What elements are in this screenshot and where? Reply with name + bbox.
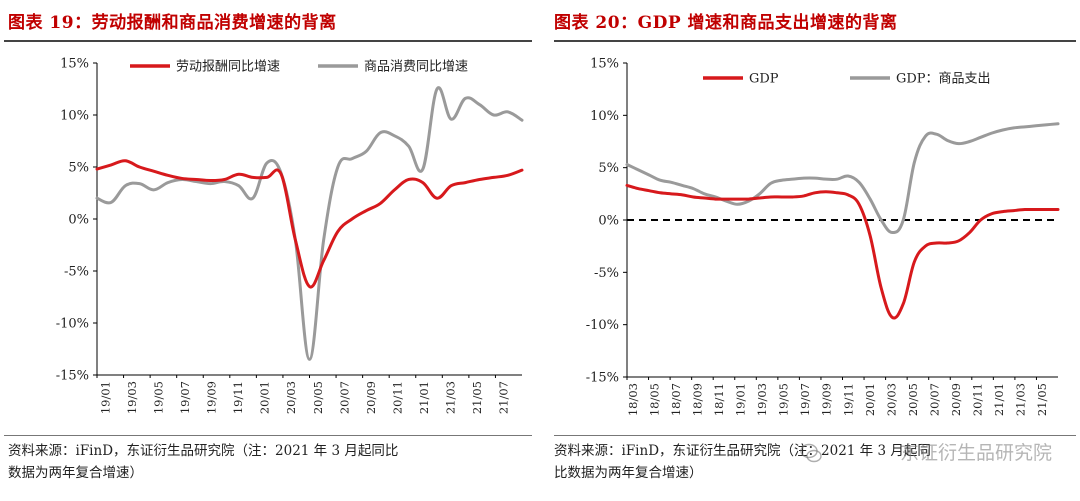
- source-note-line1: 资料来源：iFinD，东证衍生品研究院（注：2021 年 3 月起同: [554, 443, 931, 459]
- wechat-icon: [800, 443, 822, 463]
- y-tick-label: -5%: [594, 266, 619, 281]
- line-chart: 15% 10% 5% 0% -5% -10% -15% 19/01 19/03 19/05 19/0…: [56, 57, 524, 414]
- y-tick-label: -15%: [586, 371, 619, 386]
- x-tick-label: 19/11: [841, 383, 855, 416]
- legend-label: 商品消费同比增速: [364, 60, 468, 75]
- x-tick-label: 21/05: [1035, 383, 1049, 416]
- chart-panel-labor-vs-consumption: 图表 19：劳动报酬和商品消费增速的背离 15% 10% 5% 0% -5% -10% -1…: [4, 13, 532, 481]
- source-note-line2: 比数据为两年复合增速）: [554, 465, 703, 481]
- x-tick-label: 20/11: [971, 383, 985, 416]
- x-tick-label: 19/01: [734, 383, 748, 416]
- title-rule: [4, 40, 532, 42]
- source-note-line2: 数据为两年复合增速）: [8, 465, 143, 481]
- x-tick-label: 19/11: [231, 381, 245, 414]
- chart-panel-gdp-vs-goods: 图表 20：GDP 增速和商品支出增速的背离 15% 10% 5% 0% -5% -10%…: [540, 0, 1080, 501]
- chart-title: 图表 20：GDP 增速和商品支出增速的背离: [554, 13, 898, 33]
- x-tick-label: 18/05: [647, 383, 661, 416]
- y-tick-label: 10%: [590, 109, 619, 124]
- x-tick-label: 20/07: [337, 381, 351, 414]
- legend-label: 劳动报酬同比增速: [176, 59, 280, 75]
- x-tick-label: 21/01: [992, 383, 1006, 416]
- x-tick-label: 18/03: [626, 383, 640, 416]
- title-rule: [554, 40, 1076, 42]
- x-tick-label: 20/09: [949, 383, 963, 416]
- series-line-1: [95, 86, 524, 361]
- y-tick-label: -10%: [586, 318, 619, 333]
- y-tick-label: 5%: [68, 161, 89, 176]
- x-tick-label: 21/03: [1014, 383, 1028, 416]
- x-tick-label: 19/05: [151, 381, 165, 414]
- y-tick-label: -10%: [56, 317, 89, 332]
- x-tick-label: 20/09: [364, 381, 378, 414]
- series-line-1: [625, 122, 1060, 235]
- y-tick-label: 15%: [590, 57, 619, 72]
- x-tick-label: 20/03: [284, 381, 298, 414]
- source-rule: [554, 435, 1076, 436]
- x-tick-label: 20/01: [863, 383, 877, 416]
- x-tick-label: 19/05: [777, 383, 791, 416]
- y-tick-label: -5%: [64, 265, 89, 280]
- source-rule: [4, 435, 532, 436]
- watermark: 东证衍生品研究院: [899, 442, 1052, 464]
- y-tick-label: 5%: [598, 161, 619, 176]
- x-tick-label: 19/07: [798, 383, 812, 416]
- x-tick-label: 19/03: [125, 381, 139, 414]
- series-line-0: [95, 159, 524, 289]
- legend-label: GDP：商品支出: [896, 72, 991, 87]
- x-tick-label: 20/03: [884, 383, 898, 416]
- source-note-line1: 资料来源：iFinD，东证衍生品研究院（注：2021 年 3 月起同比: [8, 443, 399, 459]
- x-tick-label: 20/11: [390, 381, 404, 414]
- x-tick-label: 19/07: [178, 381, 192, 414]
- x-tick-label: 21/07: [497, 381, 511, 414]
- x-tick-label: 20/05: [311, 381, 325, 414]
- x-tick-label: 21/05: [470, 381, 484, 414]
- x-tick-label: 21/03: [444, 381, 458, 414]
- x-tick-label: 19/03: [755, 383, 769, 416]
- y-tick-label: 0%: [598, 214, 619, 229]
- legend-label: GDP: [749, 72, 779, 87]
- x-tick-label: 18/07: [669, 383, 683, 416]
- x-tick-label: 19/09: [820, 383, 834, 416]
- y-tick-label: -15%: [56, 369, 89, 384]
- x-tick-label: 19/01: [98, 381, 112, 414]
- series-line-0: [625, 183, 1060, 320]
- x-tick-label: 21/01: [417, 381, 431, 414]
- x-tick-label: 18/11: [712, 383, 726, 416]
- y-tick-label: 10%: [60, 109, 89, 124]
- x-tick-label: 18/09: [690, 383, 704, 416]
- y-tick-label: 0%: [68, 213, 89, 228]
- x-tick-label: 20/05: [906, 383, 920, 416]
- x-tick-label: 20/01: [258, 381, 272, 414]
- chart-title: 图表 19：劳动报酬和商品消费增速的背离: [8, 13, 337, 33]
- x-tick-label: 19/09: [205, 381, 219, 414]
- x-tick-label: 20/07: [927, 383, 941, 416]
- y-tick-label: 15%: [60, 57, 89, 72]
- line-chart: 15% 10% 5% 0% -5% -10% -15% 18/03 18/05 18/07 18/0…: [586, 57, 1060, 416]
